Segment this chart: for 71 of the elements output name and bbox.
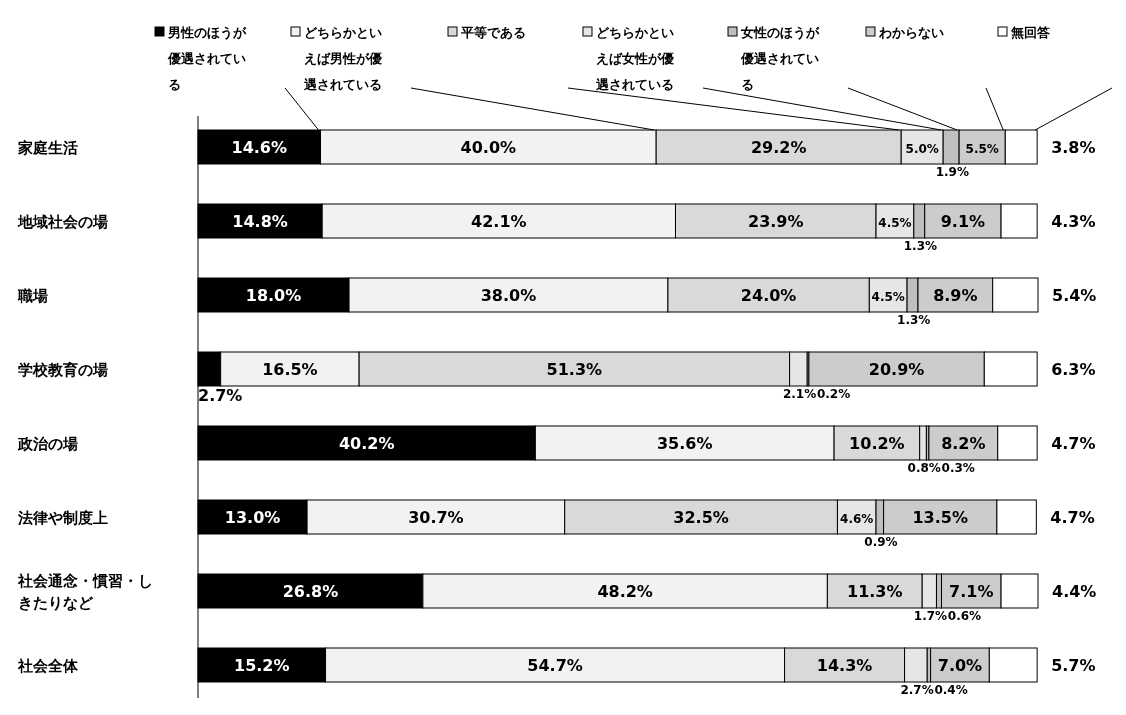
data-label: 7.1% <box>949 582 994 601</box>
data-label: 11.3% <box>847 582 903 601</box>
data-label: 7.0% <box>937 656 983 675</box>
data-label: 8.2% <box>941 434 986 453</box>
legend-label: 無回答 <box>1010 25 1050 40</box>
data-label: 15.2% <box>234 656 290 675</box>
data-label: 4.3% <box>1051 212 1096 231</box>
data-label: 0.9% <box>864 535 898 549</box>
data-label: 54.7% <box>527 656 583 675</box>
data-label: 14.6% <box>231 138 288 157</box>
y-tick-label: 地域社会の場 <box>17 213 108 231</box>
legend-label: どちらかといえば女性が優遇されている <box>595 25 674 92</box>
legend-label: わからない <box>878 25 944 40</box>
data-label: 26.8% <box>282 582 339 601</box>
data-label: 23.9% <box>748 212 804 231</box>
y-tick-label: 政治の場 <box>17 435 78 453</box>
data-label: 9.1% <box>940 212 986 231</box>
data-label: 14.8% <box>232 212 288 231</box>
data-label: 2.7% <box>198 386 243 405</box>
data-label: 51.3% <box>546 360 603 379</box>
legend-label: 平等である <box>460 25 526 40</box>
data-label: 5.4% <box>1052 286 1097 305</box>
data-label: 0.8% <box>907 461 941 475</box>
data-label: 4.7% <box>1050 508 1095 527</box>
data-label: 1.3% <box>897 313 931 327</box>
y-tick-label: 社会全体 <box>17 657 79 675</box>
data-label: 0.6% <box>947 609 982 623</box>
data-label: 13.5% <box>912 508 968 527</box>
data-label: 40.0% <box>460 138 517 157</box>
data-label: 42.1% <box>471 212 527 231</box>
data-label: 30.7% <box>408 508 464 527</box>
legend-label: 男性のほうが優遇されている <box>167 25 247 92</box>
data-label: 29.2% <box>750 138 807 157</box>
data-label: 1.3% <box>903 239 938 253</box>
data-label: 40.2% <box>338 434 395 453</box>
data-label: 2.1% <box>782 387 817 401</box>
data-label: 10.2% <box>849 434 905 453</box>
legend-label: どちらかといえば男性が優遇されている <box>303 25 382 92</box>
data-label: 13.0% <box>224 508 281 527</box>
data-label: 14.3% <box>816 656 873 675</box>
data-label: 1.7% <box>913 609 948 623</box>
data-label: 16.5% <box>262 360 318 379</box>
data-label: 38.0% <box>480 286 537 305</box>
data-label: 4.5% <box>871 290 905 304</box>
y-tick-label: 社会通念・慣習・しきたりなど <box>17 572 153 612</box>
data-label: 20.9% <box>868 360 925 379</box>
data-label: 18.0% <box>245 286 302 305</box>
data-label: 32.5% <box>673 508 729 527</box>
data-label: 6.3% <box>1051 360 1096 379</box>
legend-label: 女性のほうが優遇されている <box>740 25 820 92</box>
data-label: 3.8% <box>1051 138 1096 157</box>
data-label: 4.5% <box>878 216 912 230</box>
data-label: 4.4% <box>1052 582 1097 601</box>
y-tick-label: 法律や制度上 <box>17 509 108 527</box>
data-label: 2.7% <box>900 683 934 697</box>
data-label: 4.7% <box>1051 434 1096 453</box>
data-label: 5.5% <box>965 142 999 156</box>
data-label: 4.6% <box>840 512 874 526</box>
data-label: 5.7% <box>1051 656 1096 675</box>
y-tick-label: 家庭生活 <box>17 139 78 157</box>
data-label: 35.6% <box>656 434 713 453</box>
y-tick-label: 学校教育の場 <box>18 361 108 379</box>
data-label: 0.3% <box>941 461 975 475</box>
data-label: 0.2% <box>816 387 851 401</box>
data-label: 0.4% <box>934 683 968 697</box>
data-label: 5.0% <box>905 142 939 156</box>
y-tick-label: 職場 <box>17 287 48 305</box>
data-label: 48.2% <box>597 582 653 601</box>
data-label: 24.0% <box>740 286 797 305</box>
data-label: 1.9% <box>935 165 969 179</box>
data-label: 8.9% <box>933 286 978 305</box>
